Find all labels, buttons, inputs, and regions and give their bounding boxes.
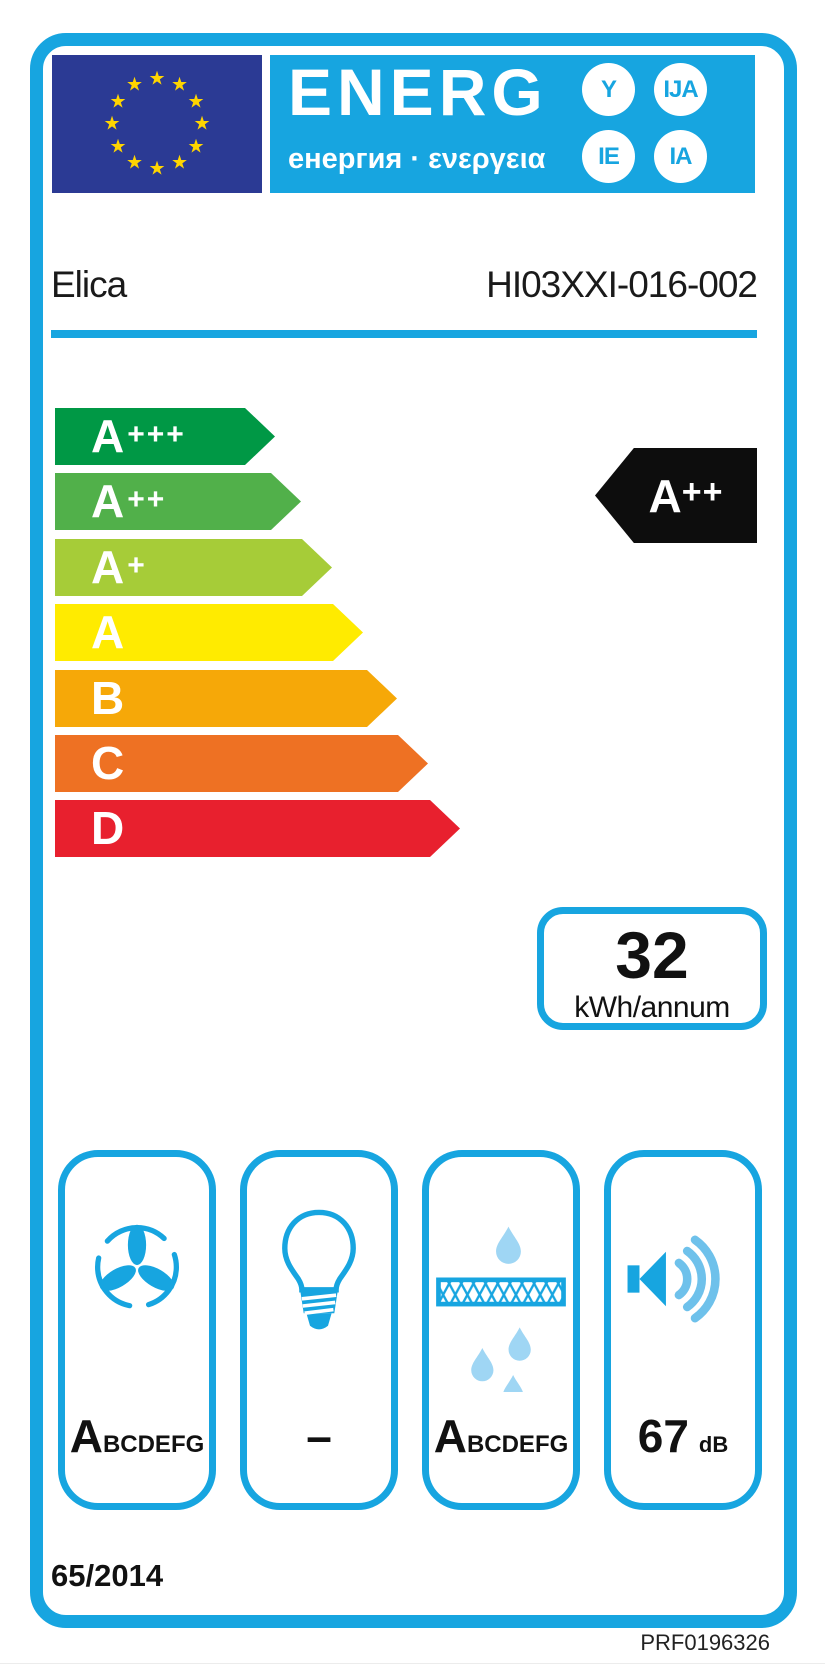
rating-plus: ++ [681, 473, 724, 511]
language-circle: Y [582, 63, 635, 116]
metric-value: A [69, 1410, 103, 1462]
language-circle: IA [654, 130, 707, 183]
page-edge-line [0, 1663, 825, 1664]
brand-row: Elica HI03XXI-016-002 [51, 264, 758, 306]
reference-code: PRF0196326 [640, 1630, 770, 1655]
metric-scale-letters: BCDEFG [102, 1431, 205, 1458]
scale-plus: + [127, 549, 147, 582]
model-number: HI03XXI-016-002 [486, 264, 758, 305]
scale-grade: C [91, 737, 125, 789]
rating-grade: A [648, 469, 682, 522]
scale-arrow-d0: D [55, 800, 460, 857]
scale-arrow-a1: A + [55, 539, 332, 596]
energy-wordmark: ENERG [288, 55, 548, 129]
regulation-number: 65/2014 [51, 1558, 164, 1593]
energy-consumption-box: 32 kWh/annum [537, 907, 767, 1030]
eu-star-icon: ★ [148, 68, 166, 90]
eu-star-icon: ★ [109, 91, 127, 112]
eu-star-icon: ★ [109, 136, 127, 157]
scale-plus: +++ [127, 418, 186, 451]
metric-box-lightbulb: – [240, 1150, 398, 1510]
metric-value: A [433, 1410, 467, 1462]
eu-star-icon: ★ [170, 152, 189, 174]
noise-icon [611, 1215, 755, 1343]
scale-arrow-a2: A ++ [55, 473, 301, 530]
language-circle: IJA [654, 63, 707, 116]
metric-value: 67 [637, 1410, 689, 1462]
language-circle-text: IJA [663, 75, 698, 103]
header-divider [51, 330, 757, 338]
metric-value: – [306, 1410, 332, 1462]
scale-grade: A [91, 606, 125, 658]
metric-value-label: – [247, 1409, 391, 1463]
consumption-unit: kWh/annum [574, 991, 730, 1024]
language-suffix-circles: Y IJA IE IA [582, 63, 744, 185]
scale-grade: A [91, 410, 125, 462]
eu-star-icon: ★ [125, 152, 144, 174]
eu-flag: ★ ★ ★ ★ ★ ★ ★ ★ ★ ★ ★ ★ [52, 55, 262, 193]
grease-filter-icon [429, 1205, 573, 1392]
language-circle-text: Y [600, 75, 617, 103]
eu-star-icon: ★ [103, 113, 121, 135]
scale-plus: ++ [127, 483, 167, 516]
metric-box-fan: ABCDEFG [58, 1150, 216, 1510]
rating-indicator-arrow: A ++ [595, 448, 757, 543]
metric-scale-letters: BCDEFG [466, 1431, 569, 1458]
metric-unit: dB [698, 1432, 729, 1457]
eu-star-icon: ★ [125, 74, 144, 96]
metric-box-grease-filter: ABCDEFG [422, 1150, 580, 1510]
consumption-value: 32 [615, 918, 689, 992]
scale-grade: D [91, 802, 125, 854]
scale-arrow-a0: A [55, 604, 363, 661]
scale-grade: A [91, 541, 125, 593]
metric-value-label: ABCDEFG [429, 1409, 573, 1463]
energy-wordmark-subtitle: енергия · ενεργεια [288, 143, 546, 175]
brand-name: Elica [51, 264, 127, 305]
energy-logo: ENERG енергия · ενεργεια Y IJA IE IA [270, 55, 755, 193]
scale-arrow-c0: C [55, 735, 428, 792]
metric-value-label: ABCDEFG [65, 1409, 209, 1463]
scale-arrow-a3: A +++ [55, 408, 275, 465]
fan-icon [65, 1219, 209, 1315]
metric-box-noise: 67 dB [604, 1150, 762, 1510]
language-circle: IE [582, 130, 635, 183]
eu-star-icon: ★ [187, 91, 205, 112]
eu-star-icon: ★ [193, 113, 211, 135]
scale-grade: B [91, 672, 125, 724]
scale-grade: A [91, 475, 125, 527]
eu-star-icon: ★ [148, 158, 166, 180]
metric-value-label: 67 dB [611, 1409, 755, 1463]
lightbulb-icon [247, 1207, 391, 1342]
language-circle-text: IA [669, 142, 693, 170]
scale-arrow-b0: B [55, 670, 397, 727]
language-circle-text: IE [598, 142, 620, 170]
eu-star-icon: ★ [187, 136, 205, 157]
eu-star-icon: ★ [170, 74, 189, 96]
